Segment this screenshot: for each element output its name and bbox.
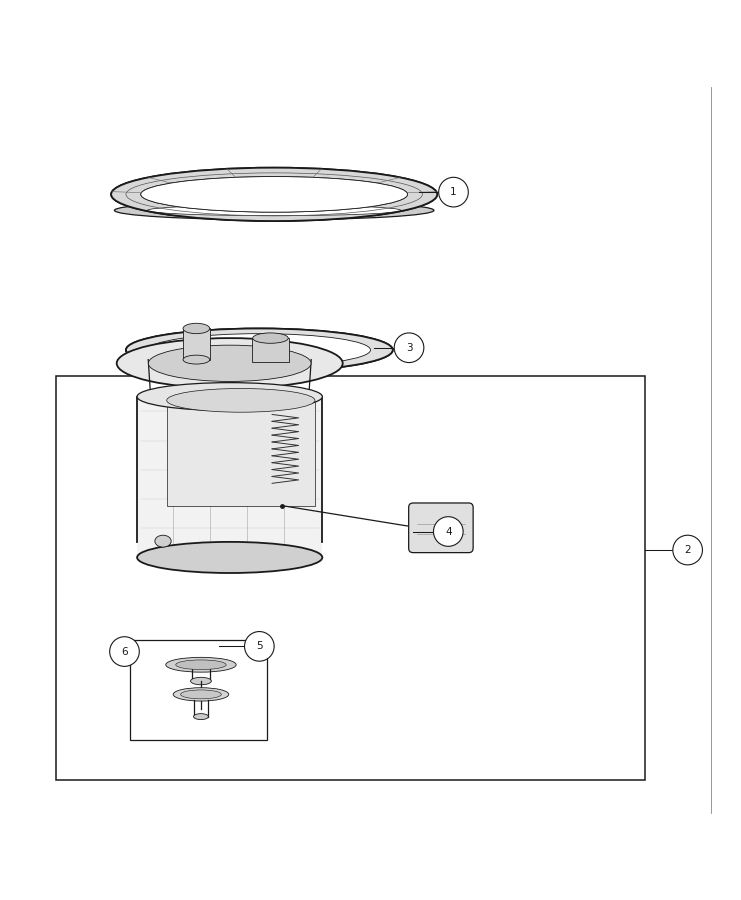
Circle shape — [673, 536, 702, 565]
PathPatch shape — [167, 400, 315, 506]
Text: 3: 3 — [406, 343, 412, 353]
PathPatch shape — [111, 167, 437, 221]
Text: 6: 6 — [122, 646, 127, 657]
Ellipse shape — [137, 542, 322, 573]
Ellipse shape — [111, 167, 437, 221]
Bar — [183, 328, 210, 360]
Ellipse shape — [126, 328, 393, 372]
Ellipse shape — [148, 346, 311, 382]
Ellipse shape — [193, 714, 208, 720]
Ellipse shape — [148, 334, 370, 366]
Ellipse shape — [137, 382, 322, 410]
Ellipse shape — [183, 356, 210, 364]
Ellipse shape — [183, 323, 210, 334]
Circle shape — [433, 517, 463, 546]
PathPatch shape — [137, 397, 322, 557]
Text: 2: 2 — [685, 545, 691, 555]
Ellipse shape — [167, 389, 315, 412]
Ellipse shape — [141, 176, 408, 212]
Circle shape — [245, 632, 274, 662]
Circle shape — [439, 177, 468, 207]
Text: 1: 1 — [451, 187, 456, 197]
Ellipse shape — [166, 657, 236, 672]
Ellipse shape — [176, 660, 226, 670]
Ellipse shape — [114, 201, 434, 220]
Text: 5: 5 — [256, 642, 262, 652]
Ellipse shape — [147, 205, 401, 216]
Ellipse shape — [253, 333, 288, 343]
FancyBboxPatch shape — [409, 503, 473, 553]
Bar — [56, 376, 645, 779]
Bar — [130, 641, 267, 741]
Ellipse shape — [141, 176, 408, 212]
Ellipse shape — [117, 338, 342, 389]
Text: 4: 4 — [445, 526, 451, 536]
Ellipse shape — [190, 678, 211, 685]
Circle shape — [394, 333, 424, 363]
Ellipse shape — [173, 688, 229, 701]
Ellipse shape — [181, 690, 222, 698]
PathPatch shape — [126, 328, 393, 372]
Bar — [252, 338, 289, 362]
Ellipse shape — [155, 536, 171, 547]
Circle shape — [110, 636, 139, 666]
